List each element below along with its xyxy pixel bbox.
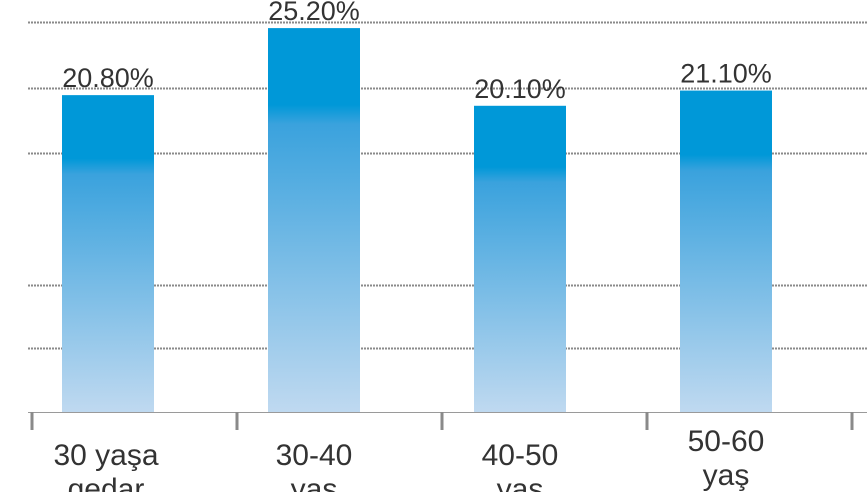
bar: [268, 28, 360, 412]
data-label: 21.10%: [680, 59, 772, 89]
x-tick-label: 40-50: [482, 439, 559, 472]
x-tick-label: yaş: [497, 473, 544, 492]
x-tick-label: 30 yaşa: [53, 439, 158, 472]
bar: [62, 95, 154, 412]
x-tick-label: yaş: [291, 473, 338, 492]
data-label: 20.10%: [474, 74, 566, 104]
data-labels: 20.80% 25.20% 20.10% 21.10%: [62, 0, 772, 104]
x-tick-label: 30-40: [276, 439, 353, 472]
data-label: 25.20%: [268, 0, 360, 26]
x-tick-label: yaş: [703, 459, 750, 492]
x-tick-label: 50-60: [688, 425, 765, 458]
bar: [680, 90, 772, 412]
x-tick-label: qedar: [68, 473, 145, 492]
bars: [62, 28, 772, 412]
bar: [474, 105, 566, 412]
data-label: 20.80%: [62, 63, 154, 93]
